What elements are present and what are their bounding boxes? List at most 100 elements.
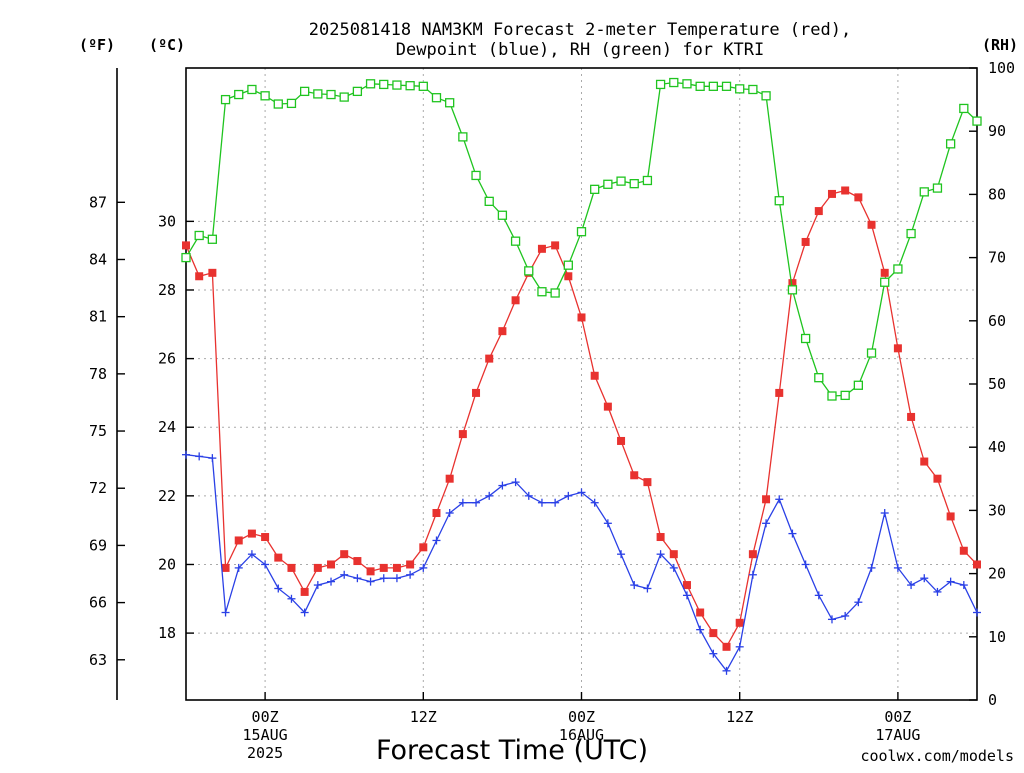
- rh-point: [945, 139, 956, 149]
- fahrenheit-tick-label: 87: [89, 193, 107, 211]
- rh-point: [260, 91, 270, 101]
- rh-tick-label: 100: [988, 59, 1015, 77]
- rh-point: [735, 84, 745, 94]
- fahrenheit-unit-label: (ºF): [79, 36, 115, 54]
- temperature-point: [788, 279, 797, 288]
- dewpoint-point: [907, 581, 916, 590]
- temperature-point: [234, 536, 243, 545]
- temperature-point: [656, 533, 665, 542]
- rh-tick-label: 10: [988, 628, 1006, 646]
- temperature-point: [643, 478, 652, 487]
- dewpoint-point: [195, 452, 204, 461]
- dewpoint-point: [247, 550, 256, 559]
- x-tick-label: 00Z: [884, 708, 911, 726]
- dewpoint-point: [933, 587, 942, 596]
- temperature-point: [814, 207, 823, 216]
- dewpoint-point: [432, 536, 441, 545]
- celsius-tick-label: 22: [158, 487, 176, 505]
- dewpoint-point: [551, 498, 560, 507]
- temperature-point: [722, 642, 731, 651]
- rh-point: [721, 81, 732, 91]
- dewpoint-point: [880, 509, 889, 518]
- temperature-point: [313, 563, 322, 572]
- rh-point: [603, 179, 613, 189]
- rh-tick-label: 60: [988, 312, 1006, 330]
- rh-point: [800, 333, 811, 344]
- rh-point: [563, 260, 573, 270]
- x-tick-label: 2025: [247, 744, 283, 762]
- rh-point: [405, 81, 415, 91]
- dewpoint-point: [946, 577, 955, 586]
- dewpoint-point: [313, 581, 322, 590]
- x-tick-label: 12Z: [410, 708, 437, 726]
- rh-point: [906, 228, 916, 239]
- dewpoint-point: [801, 560, 810, 569]
- dewpoint-point: [959, 581, 968, 590]
- fahrenheit-tick-label: 72: [89, 479, 107, 497]
- dewpoint-point: [208, 454, 217, 463]
- dewpoint-point: [221, 608, 230, 617]
- rh-point: [655, 79, 666, 90]
- rh-point: [445, 98, 455, 108]
- dewpoint-point: [775, 495, 784, 504]
- rh-point: [247, 84, 257, 95]
- rh-point: [220, 94, 231, 105]
- dewpoint-point: [340, 570, 349, 579]
- temperature-point: [827, 189, 836, 198]
- dewpoint-point: [392, 574, 401, 583]
- temperature-point: [880, 268, 889, 277]
- rh-point: [787, 285, 798, 295]
- rh-point: [932, 183, 943, 193]
- rh-point: [326, 89, 336, 100]
- fahrenheit-tick-label: 63: [89, 651, 107, 669]
- temperature-point: [630, 471, 639, 480]
- temperature-point: [432, 509, 441, 518]
- rh-point: [761, 91, 771, 101]
- dewpoint-point: [709, 649, 718, 658]
- rh-point: [431, 93, 442, 103]
- rh-point: [181, 252, 191, 263]
- x-tick-label: 16AUG: [559, 726, 604, 744]
- temperature-point: [946, 512, 955, 521]
- rh-point: [234, 89, 244, 100]
- x-tick-label: 15AUG: [243, 726, 288, 744]
- x-tick-label: 00Z: [568, 708, 595, 726]
- dewpoint-point: [788, 529, 797, 538]
- temperature-point: [854, 193, 863, 202]
- dewpoint-point: [656, 550, 665, 559]
- rh-point: [866, 348, 877, 358]
- temperature-point: [445, 474, 454, 483]
- x-axis-label: Forecast Time (UTC): [376, 735, 648, 766]
- rh-tick-label: 30: [988, 501, 1006, 519]
- temperature-point: [696, 608, 705, 617]
- dewpoint-point: [630, 581, 639, 590]
- rh-point: [207, 234, 218, 244]
- temperature-point: [973, 560, 981, 569]
- rh-tick-label: 40: [988, 438, 1006, 456]
- dewpoint-point: [735, 642, 744, 651]
- temperature-point: [261, 533, 270, 542]
- rh-point: [392, 80, 402, 90]
- celsius-tick-label: 26: [158, 350, 176, 368]
- rh-point: [972, 116, 982, 126]
- temperature-point: [775, 388, 784, 397]
- rh-point: [774, 196, 784, 206]
- rh-point: [959, 103, 969, 114]
- temperature-point: [682, 581, 691, 590]
- temperature-point: [458, 430, 467, 439]
- dewpoint-point: [827, 615, 836, 624]
- rh-point: [642, 175, 653, 186]
- rh-point: [313, 89, 323, 99]
- temperature-point: [498, 327, 507, 336]
- x-tick-label: 00Z: [252, 708, 279, 726]
- temperature-point: [221, 563, 230, 572]
- dewpoint-point: [182, 450, 190, 459]
- rh-point: [695, 81, 705, 91]
- temperature-point: [735, 618, 744, 627]
- temperature-point: [959, 546, 968, 555]
- fahrenheit-tick-label: 84: [89, 250, 107, 268]
- temperature-point: [920, 457, 929, 466]
- dewpoint-point: [920, 574, 929, 583]
